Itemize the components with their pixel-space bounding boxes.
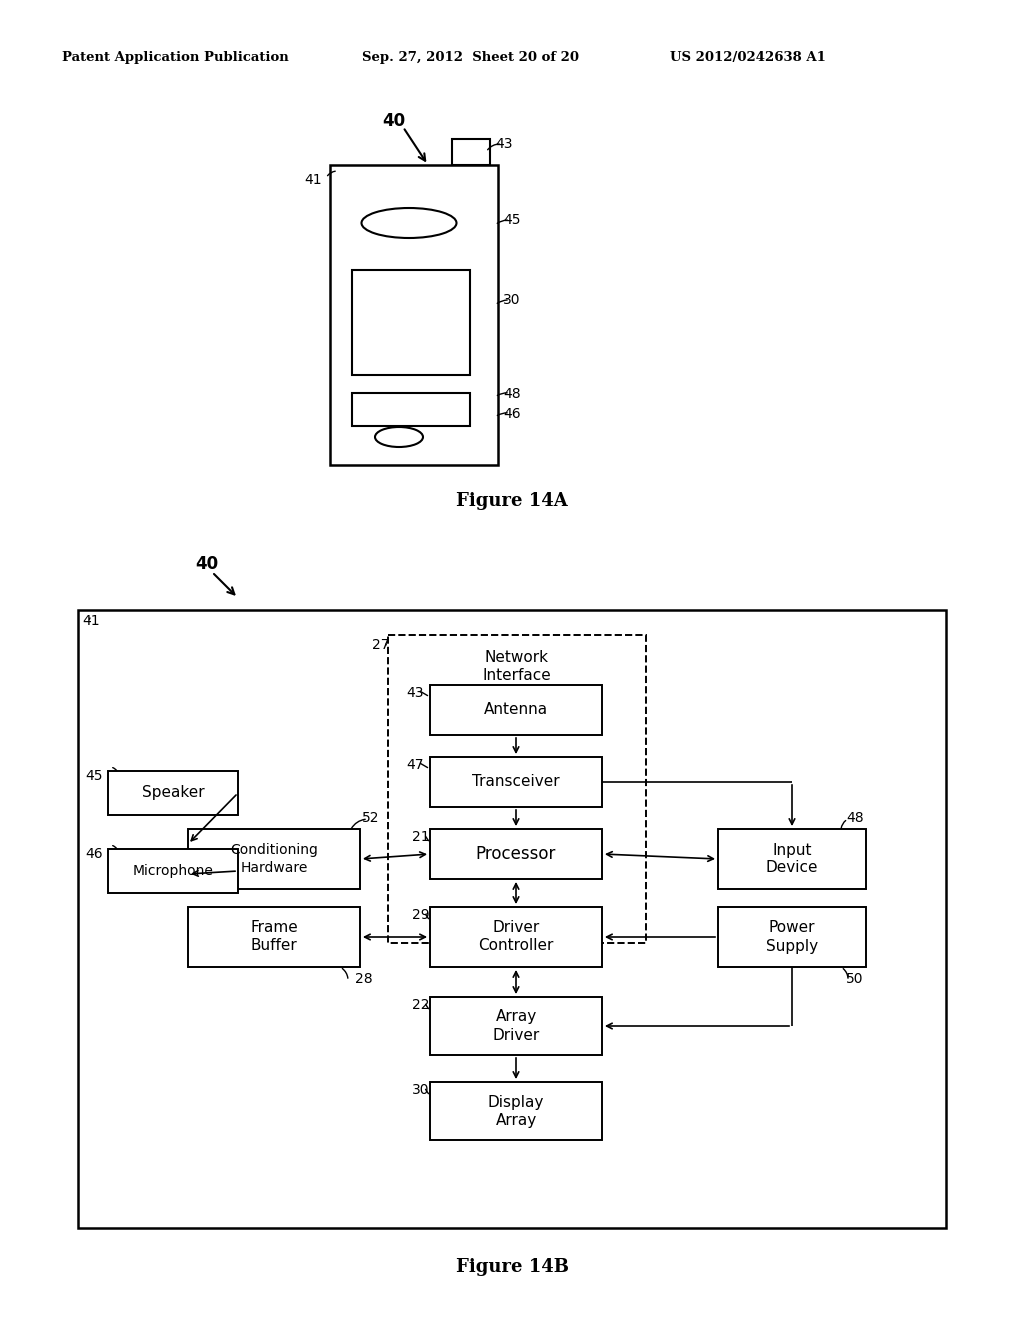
Bar bbox=[188, 829, 360, 888]
Text: Microphone: Microphone bbox=[132, 865, 213, 878]
Text: Speaker: Speaker bbox=[141, 785, 205, 800]
Bar bbox=[78, 610, 946, 1228]
Text: 45: 45 bbox=[85, 770, 103, 783]
Text: Input: Input bbox=[772, 842, 812, 858]
Text: Driver: Driver bbox=[493, 1027, 540, 1043]
Text: 21: 21 bbox=[412, 830, 430, 843]
Bar bbox=[430, 907, 602, 968]
Bar bbox=[352, 271, 470, 375]
Text: 43: 43 bbox=[406, 686, 424, 700]
Text: Transceiver: Transceiver bbox=[472, 775, 560, 789]
Bar bbox=[352, 393, 470, 426]
Ellipse shape bbox=[361, 209, 457, 238]
Bar bbox=[388, 635, 646, 942]
Text: 52: 52 bbox=[362, 810, 380, 825]
Ellipse shape bbox=[375, 426, 423, 447]
Text: Conditioning: Conditioning bbox=[230, 843, 317, 857]
Text: 41: 41 bbox=[304, 173, 322, 187]
Text: 45: 45 bbox=[503, 213, 520, 227]
Text: Buffer: Buffer bbox=[251, 939, 297, 953]
Bar bbox=[108, 771, 238, 814]
Text: Display: Display bbox=[487, 1094, 544, 1110]
Text: Antenna: Antenna bbox=[484, 702, 548, 718]
Text: 46: 46 bbox=[503, 407, 520, 421]
Text: Network: Network bbox=[485, 649, 549, 665]
Text: Interface: Interface bbox=[482, 668, 551, 682]
Text: 40: 40 bbox=[382, 112, 406, 129]
Text: Power: Power bbox=[769, 920, 815, 936]
Text: 40: 40 bbox=[195, 554, 218, 573]
Text: Array: Array bbox=[496, 1010, 537, 1024]
Text: Driver: Driver bbox=[493, 920, 540, 936]
Bar bbox=[718, 907, 866, 968]
Text: 43: 43 bbox=[495, 137, 512, 150]
Text: 48: 48 bbox=[846, 810, 863, 825]
Text: 27: 27 bbox=[372, 638, 389, 652]
Text: Frame: Frame bbox=[250, 920, 298, 936]
Text: 48: 48 bbox=[503, 387, 520, 401]
Bar bbox=[718, 829, 866, 888]
Text: US 2012/0242638 A1: US 2012/0242638 A1 bbox=[670, 51, 826, 65]
Text: Array: Array bbox=[496, 1113, 537, 1127]
Bar bbox=[430, 997, 602, 1055]
Bar bbox=[452, 139, 490, 165]
Text: Hardware: Hardware bbox=[241, 861, 307, 875]
Text: 28: 28 bbox=[355, 972, 373, 986]
Bar bbox=[108, 849, 238, 894]
Text: Controller: Controller bbox=[478, 939, 554, 953]
Text: 22: 22 bbox=[412, 998, 429, 1012]
Bar bbox=[188, 907, 360, 968]
Bar bbox=[430, 829, 602, 879]
Text: 41: 41 bbox=[82, 614, 99, 628]
Bar bbox=[330, 165, 498, 465]
Text: Device: Device bbox=[766, 861, 818, 875]
Bar bbox=[430, 756, 602, 807]
Text: 50: 50 bbox=[846, 972, 863, 986]
Text: Supply: Supply bbox=[766, 939, 818, 953]
Text: Figure 14B: Figure 14B bbox=[456, 1258, 568, 1276]
Text: 46: 46 bbox=[85, 847, 103, 861]
Text: 30: 30 bbox=[412, 1082, 429, 1097]
Text: 29: 29 bbox=[412, 908, 430, 921]
Bar bbox=[430, 685, 602, 735]
Text: Patent Application Publication: Patent Application Publication bbox=[62, 51, 289, 65]
Text: Figure 14A: Figure 14A bbox=[456, 492, 568, 510]
Bar bbox=[430, 1082, 602, 1140]
Text: 30: 30 bbox=[503, 293, 520, 308]
Text: Sep. 27, 2012  Sheet 20 of 20: Sep. 27, 2012 Sheet 20 of 20 bbox=[362, 51, 579, 65]
Text: 47: 47 bbox=[406, 758, 424, 772]
Text: Processor: Processor bbox=[476, 845, 556, 863]
